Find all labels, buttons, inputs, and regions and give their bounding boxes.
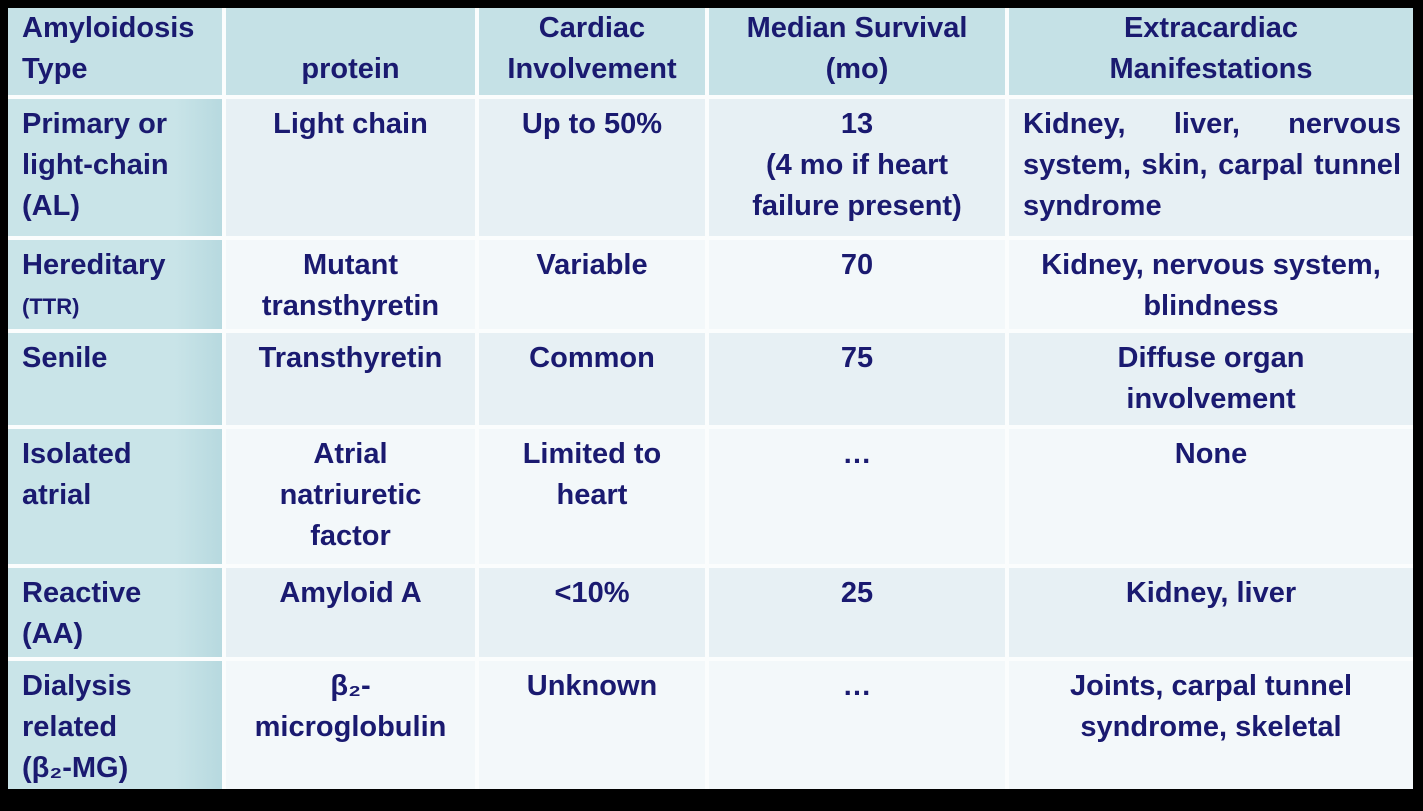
cell-cardiac-involvement: Common bbox=[479, 333, 705, 425]
cell-value: Common bbox=[529, 342, 655, 374]
column-header-amyloidosis-type: Amyloidosis Type bbox=[8, 8, 222, 95]
cell-extracardiac: Kidney, nervous system, blindness bbox=[1009, 240, 1413, 329]
cell-value: Kidney, nervous system, blindness bbox=[1041, 249, 1381, 322]
cell-cardiac-involvement: <10% bbox=[479, 568, 705, 657]
column-header-label: Cardiac Involvement bbox=[507, 12, 677, 85]
column-header-cardiac-involvement: Cardiac Involvement bbox=[479, 8, 705, 95]
cell-median-survival: 70 bbox=[709, 240, 1005, 329]
cell-value: Up to 50% bbox=[521, 108, 663, 140]
cell-extracardiac: Kidney, liver bbox=[1009, 568, 1413, 657]
row-type-label: Primary or light-chain (AL) bbox=[22, 108, 169, 222]
cell-protein: Amyloid A bbox=[226, 568, 475, 657]
column-header-label: Amyloidosis Type bbox=[22, 12, 195, 85]
cell-extracardiac: Diffuse organ involvement bbox=[1009, 333, 1413, 425]
cell-value: Kidney, liver, nervous system, skin, car… bbox=[1023, 108, 1401, 222]
cell-value: Mutant transthyretin bbox=[261, 249, 440, 322]
cell-median-survival: 25 bbox=[709, 568, 1005, 657]
cell-value: None bbox=[1174, 438, 1248, 470]
row-header-hereditary-ttr: Hereditary (TTR) bbox=[8, 240, 222, 329]
row-header-primary-al: Primary or light-chain (AL) bbox=[8, 99, 222, 236]
cell-cardiac-involvement: Unknown bbox=[479, 661, 705, 789]
cell-value: Joints, carpal tunnel syndrome, skeletal bbox=[1070, 670, 1352, 743]
cell-value: Limited to heart bbox=[522, 438, 662, 511]
cell-cardiac-involvement: Up to 50% bbox=[479, 99, 705, 236]
row-header-dialysis-related: Dialysis related (β₂-MG) bbox=[8, 661, 222, 789]
cell-value: Light chain bbox=[273, 108, 428, 140]
amyloidosis-types-table: Amyloidosis Type protein Cardiac Involve… bbox=[8, 8, 1413, 789]
cell-median-survival: 13 (4 mo if heart failure present) bbox=[709, 99, 1005, 236]
cell-median-survival: 75 bbox=[709, 333, 1005, 425]
row-type-label: Isolated atrial bbox=[22, 438, 132, 511]
cell-value: Amyloid A bbox=[279, 577, 422, 609]
cell-value: Diffuse organ involvement bbox=[1117, 342, 1305, 415]
row-type-label: Hereditary bbox=[22, 249, 166, 281]
cell-protein: Mutant transthyretin bbox=[226, 240, 475, 329]
column-header-label: protein bbox=[301, 53, 400, 85]
cell-value: … bbox=[842, 438, 872, 470]
cell-value: Variable bbox=[536, 249, 648, 281]
cell-value: <10% bbox=[554, 577, 630, 609]
row-type-label: Senile bbox=[22, 342, 108, 374]
column-header-label: Median Survival (mo) bbox=[746, 12, 968, 85]
cell-value: 25 bbox=[840, 577, 874, 609]
cell-median-survival: … bbox=[709, 661, 1005, 789]
row-type-sublabel: (TTR) bbox=[22, 294, 80, 319]
cell-protein: Transthyretin bbox=[226, 333, 475, 425]
cell-extracardiac: Joints, carpal tunnel syndrome, skeletal bbox=[1009, 661, 1413, 789]
row-header-reactive-aa: Reactive (AA) bbox=[8, 568, 222, 657]
cell-value: Unknown bbox=[526, 670, 658, 702]
cell-value: Kidney, liver bbox=[1125, 577, 1297, 609]
cell-extracardiac: Kidney, liver, nervous system, skin, car… bbox=[1009, 99, 1413, 236]
row-header-senile: Senile bbox=[8, 333, 222, 425]
column-header-protein: protein bbox=[226, 8, 475, 95]
cell-value: … bbox=[842, 670, 872, 702]
cell-value: Transthyretin bbox=[258, 342, 443, 374]
cell-protein: Light chain bbox=[226, 99, 475, 236]
column-header-median-survival: Median Survival (mo) bbox=[709, 8, 1005, 95]
cell-value: 13 (4 mo if heart failure present) bbox=[752, 108, 962, 222]
cell-protein: β₂- microglobulin bbox=[226, 661, 475, 789]
cell-cardiac-involvement: Variable bbox=[479, 240, 705, 329]
column-header-extracardiac-manifestations: Extracardiac Manifestations bbox=[1009, 8, 1413, 95]
cell-value: Atrial natriuretic factor bbox=[279, 438, 422, 552]
cell-median-survival: … bbox=[709, 429, 1005, 564]
cell-protein: Atrial natriuretic factor bbox=[226, 429, 475, 564]
cell-cardiac-involvement: Limited to heart bbox=[479, 429, 705, 564]
cell-value: β₂- microglobulin bbox=[254, 670, 447, 743]
cell-extracardiac: None bbox=[1009, 429, 1413, 564]
row-type-label: Reactive (AA) bbox=[22, 577, 142, 650]
cell-value: 75 bbox=[840, 342, 874, 374]
row-type-label: Dialysis related (β₂-MG) bbox=[22, 670, 132, 784]
row-header-isolated-atrial: Isolated atrial bbox=[8, 429, 222, 564]
cell-value: 70 bbox=[840, 249, 874, 281]
column-header-label: Extracardiac Manifestations bbox=[1109, 12, 1313, 85]
